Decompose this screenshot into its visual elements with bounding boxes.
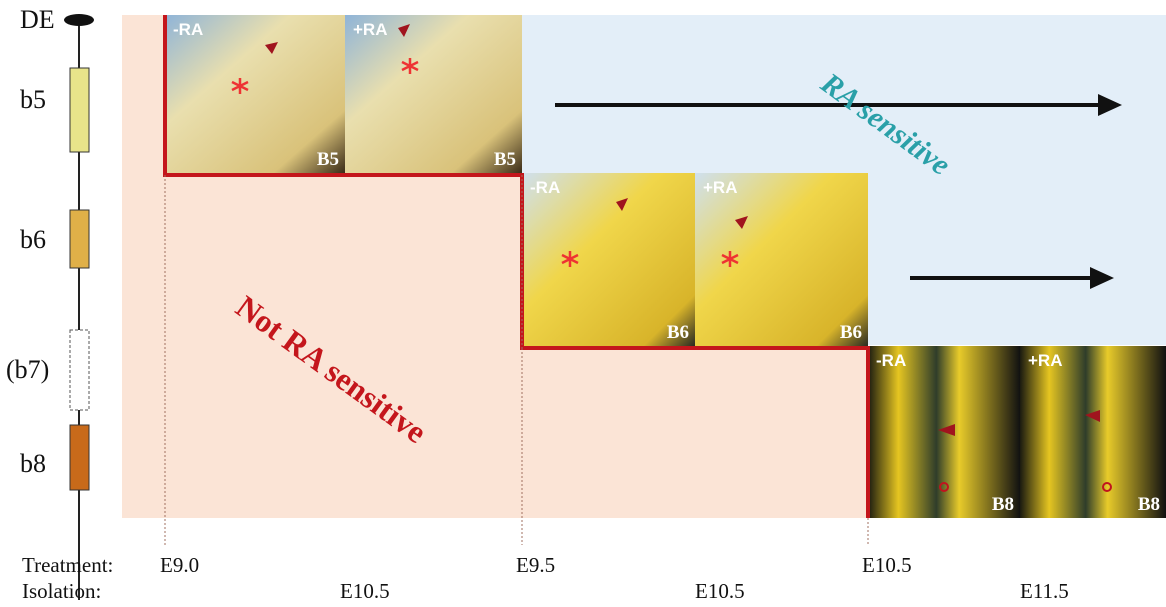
figure: RA sensitive Not RA sensitive DEb5b6(b7)… (0, 0, 1166, 607)
panel-condition: -RA (530, 178, 560, 197)
gene-label: b8 (20, 449, 46, 478)
panel-stage: B8 (992, 494, 1014, 515)
panel-stage: B6 (840, 322, 862, 343)
gene-label: (b7) (6, 355, 49, 384)
panel-stage: B6 (667, 322, 689, 343)
panel-condition: +RA (703, 178, 737, 197)
panel-stage: B8 (1138, 494, 1160, 515)
panel-condition: -RA (173, 20, 203, 39)
panel-stage: B5 (494, 149, 516, 170)
treatment-stage: E10.5 (862, 553, 912, 577)
isolation-stage: E10.5 (340, 579, 390, 603)
panel-condition: +RA (353, 20, 387, 39)
isolation-stage: E10.5 (695, 579, 745, 603)
panel-condition: -RA (876, 351, 906, 370)
treatment-label: Treatment: (22, 553, 113, 577)
treatment-stage: E9.0 (160, 553, 199, 577)
panel-condition: +RA (1028, 351, 1062, 370)
panel-stage: B5 (317, 149, 339, 170)
isolation-stage: E11.5 (1020, 579, 1069, 603)
gene-map (64, 14, 94, 600)
gene-label: b5 (20, 85, 46, 114)
treatment-stage: E9.5 (516, 553, 555, 577)
gene-label: DE (20, 5, 55, 34)
gene-label: b6 (20, 225, 46, 254)
sensitive-region (868, 15, 1166, 345)
isolation-label: Isolation: (22, 579, 101, 603)
